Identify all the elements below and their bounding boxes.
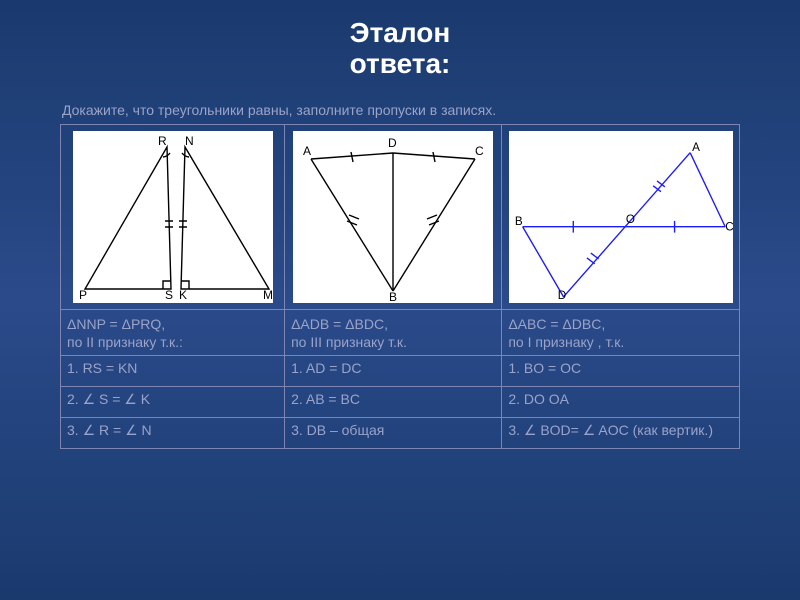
table-row-figures: R N P S K M: [61, 125, 740, 310]
svg-text:B: B: [389, 290, 397, 303]
svg-text:C: C: [725, 221, 733, 234]
claim-2-line2: по III признаку т.к.: [291, 334, 407, 350]
step-3-3: 3. ∠ BOD= ∠ AOC (как вертик.): [502, 418, 740, 449]
title-line-1: Эталон: [350, 17, 451, 48]
claim-cell-1: ΔNNP = ΔPRQ, по II признаку т.к.:: [61, 310, 285, 356]
table-row-step3: 3. ∠ R = ∠ N 3. DB – общая 3. ∠ BOD= ∠ A…: [61, 418, 740, 449]
claim-2-line1: ΔADB = ΔBDC,: [291, 316, 388, 332]
proof-table: R N P S K M: [60, 124, 740, 449]
table-row-step2: 2. ∠ S = ∠ K 2. AB = BC 2. DO OA: [61, 387, 740, 418]
content-panel: Докажите, что треугольники равны, заполн…: [60, 98, 740, 449]
svg-text:D: D: [557, 289, 565, 302]
figure-3: A B O C D: [509, 131, 733, 303]
step-3-2: 2. DO OA: [502, 387, 740, 418]
step-2-1: 1. AD = DC: [285, 356, 502, 387]
claim-1-line1: ΔNNP = ΔPRQ,: [67, 316, 165, 332]
figure-2: A D C B: [293, 131, 493, 303]
step-1-1: 1. RS = KN: [61, 356, 285, 387]
svg-text:P: P: [79, 288, 87, 302]
page-title: Эталон ответа:: [0, 18, 800, 80]
table-row-claim: ΔNNP = ΔPRQ, по II признаку т.к.: ΔADB =…: [61, 310, 740, 356]
title-line-2: ответа:: [350, 48, 451, 79]
claim-cell-2: ΔADB = ΔBDC, по III признаку т.к.: [285, 310, 502, 356]
svg-text:D: D: [388, 136, 397, 150]
svg-text:N: N: [185, 134, 194, 148]
step-2-2: 2. AB = BC: [285, 387, 502, 418]
instruction-text: Докажите, что треугольники равны, заполн…: [60, 98, 740, 124]
svg-text:R: R: [158, 134, 167, 148]
step-1-2: 2. ∠ S = ∠ K: [61, 387, 285, 418]
svg-text:C: C: [475, 144, 484, 158]
claim-1-line2: по II признаку т.к.:: [67, 334, 183, 350]
svg-text:K: K: [179, 288, 187, 302]
step-1-3: 3. ∠ R = ∠ N: [61, 418, 285, 449]
claim-3-line1: ΔABC = ΔDBC,: [508, 316, 605, 332]
claim-3-line2: по I признаку , т.к.: [508, 334, 624, 350]
step-2-3: 3. DB – общая: [285, 418, 502, 449]
figure-cell-3: A B O C D: [502, 125, 740, 310]
figure-cell-2: A D C B: [285, 125, 502, 310]
claim-cell-3: ΔABC = ΔDBC, по I признаку , т.к.: [502, 310, 740, 356]
table-row-step1: 1. RS = KN 1. AD = DC 1. BO = OC: [61, 356, 740, 387]
svg-text:O: O: [626, 213, 635, 226]
svg-text:S: S: [165, 288, 173, 302]
figure-1: R N P S K M: [73, 131, 273, 303]
svg-text:M: M: [263, 288, 273, 302]
svg-text:B: B: [514, 215, 522, 228]
svg-text:A: A: [692, 141, 700, 154]
figure-cell-1: R N P S K M: [61, 125, 285, 310]
step-3-1: 1. BO = OC: [502, 356, 740, 387]
svg-text:A: A: [303, 144, 311, 158]
